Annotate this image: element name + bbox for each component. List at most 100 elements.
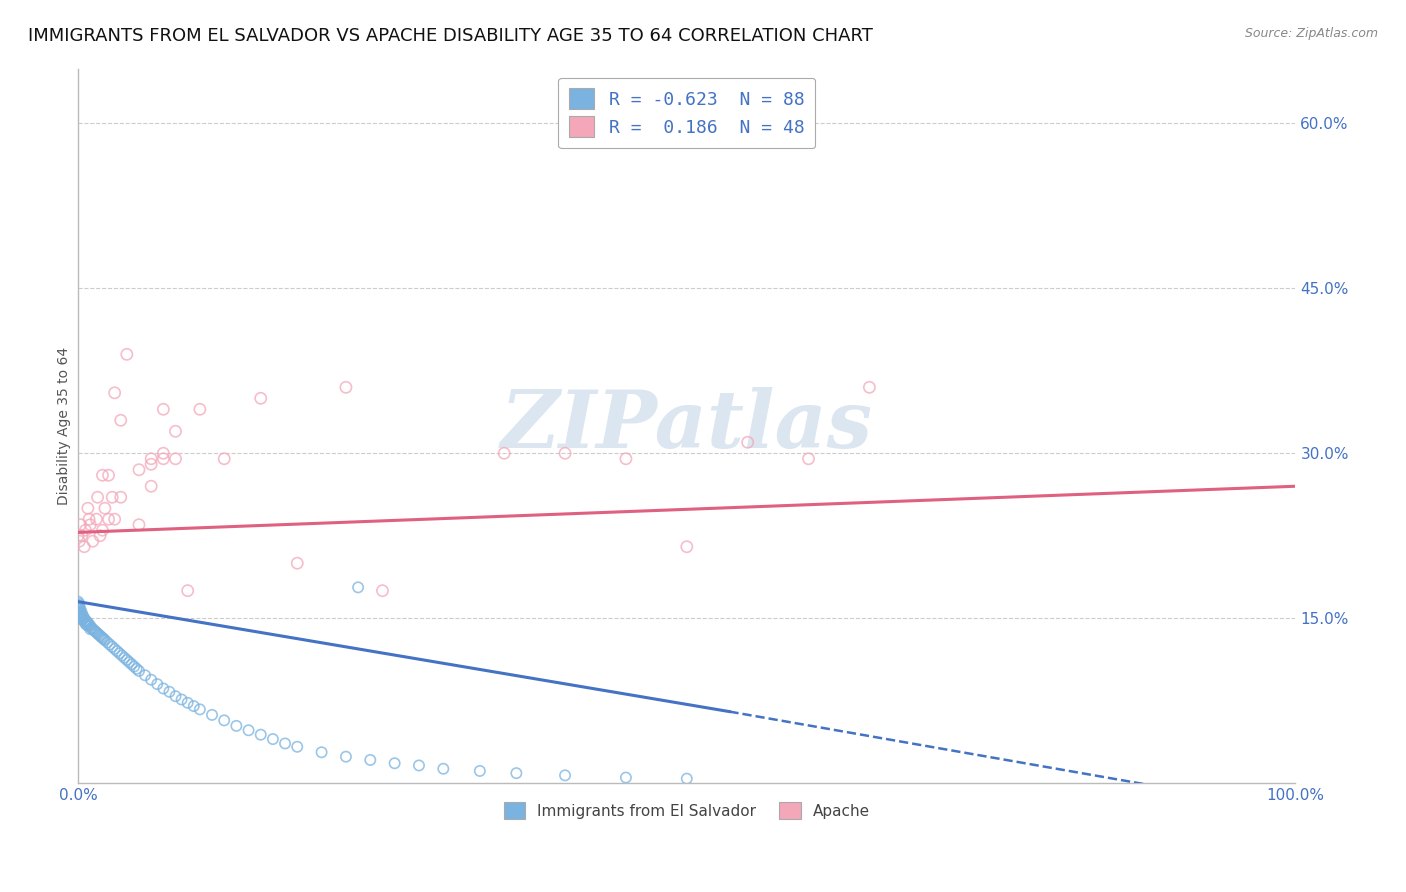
Point (152, 446, 174, 460)
Point (97, 468, 120, 483)
Point (159, 685, 181, 699)
Point (494, 446, 516, 460)
Point (505, 766, 527, 780)
Point (93, 632, 115, 646)
Point (67, 611, 90, 625)
Point (70, 609, 93, 624)
Point (176, 696, 198, 710)
Point (104, 642, 127, 657)
Point (152, 681, 174, 696)
Point (249, 728, 271, 742)
Point (112, 650, 135, 665)
Point (97, 512, 120, 526)
Point (69, 611, 91, 625)
Point (67, 598, 90, 612)
Point (67, 607, 90, 621)
Point (67, 602, 90, 616)
Point (675, 540, 697, 554)
Point (165, 424, 187, 438)
Point (111, 648, 134, 663)
Point (110, 490, 132, 504)
Point (72, 609, 94, 624)
Point (141, 673, 163, 687)
Point (188, 402, 211, 417)
Point (67, 600, 90, 615)
Point (554, 446, 576, 460)
Point (91, 468, 114, 483)
Point (73, 615, 96, 629)
Point (69, 602, 91, 616)
Point (73, 611, 96, 625)
Point (79, 622, 101, 636)
Point (76, 501, 98, 516)
Point (89, 529, 111, 543)
Point (115, 347, 138, 361)
Point (371, 583, 394, 598)
Point (86, 512, 108, 526)
Point (311, 745, 333, 759)
Text: IMMIGRANTS FROM EL SALVADOR VS APACHE DISABILITY AGE 35 TO 64 CORRELATION CHART: IMMIGRANTS FROM EL SALVADOR VS APACHE DI… (28, 27, 873, 45)
Point (104, 512, 127, 526)
Point (67, 595, 90, 609)
Point (67, 600, 90, 615)
Point (110, 413, 132, 427)
Point (69, 517, 91, 532)
Point (285, 556, 308, 570)
Point (94, 501, 117, 516)
Point (73, 540, 96, 554)
Point (238, 723, 260, 738)
Point (70, 612, 93, 626)
Point (125, 662, 148, 676)
Point (249, 392, 271, 406)
Point (69, 606, 91, 620)
Point (76, 615, 98, 630)
Point (141, 451, 163, 466)
Point (188, 702, 211, 716)
Point (72, 612, 94, 626)
Point (134, 668, 156, 682)
Point (101, 640, 124, 654)
Point (858, 380, 880, 394)
Point (225, 719, 247, 733)
Point (91, 631, 114, 645)
Point (335, 749, 357, 764)
Point (128, 664, 150, 678)
Point (170, 692, 193, 706)
Point (614, 771, 637, 785)
Point (67, 534, 90, 549)
Point (70, 529, 93, 543)
Point (141, 457, 163, 471)
Point (94, 633, 117, 648)
Point (176, 583, 198, 598)
Point (89, 629, 111, 643)
Point (359, 753, 381, 767)
Point (347, 580, 370, 594)
Point (104, 385, 127, 400)
Point (76, 617, 98, 632)
Point (96, 635, 118, 649)
Point (101, 490, 124, 504)
Point (122, 659, 145, 673)
Point (67, 529, 90, 543)
Point (262, 732, 284, 747)
Point (86, 625, 108, 640)
Point (432, 762, 454, 776)
Point (82, 534, 104, 549)
Point (75, 613, 97, 627)
Point (82, 622, 104, 636)
Legend: Immigrants from El Salvador, Apache: Immigrants from El Salvador, Apache (498, 796, 876, 825)
Point (91, 523, 114, 537)
Point (86, 490, 108, 504)
Point (201, 707, 224, 722)
Point (274, 736, 297, 750)
Point (468, 764, 491, 778)
Point (75, 523, 97, 537)
Point (737, 435, 759, 450)
Point (165, 689, 187, 703)
Point (90, 630, 112, 644)
Point (128, 463, 150, 477)
Point (146, 677, 169, 691)
Point (408, 758, 430, 772)
Point (152, 402, 174, 417)
Point (614, 451, 637, 466)
